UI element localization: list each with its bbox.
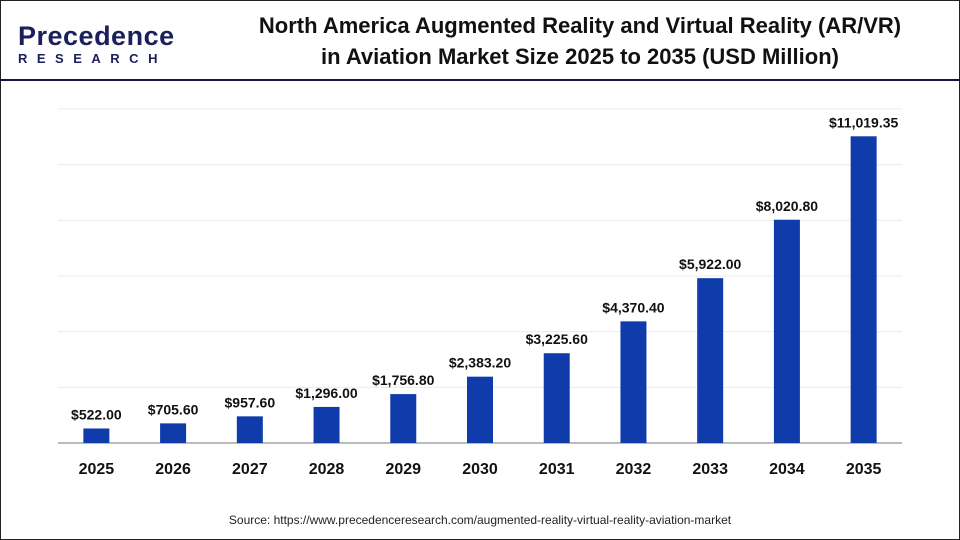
x-tick-label: 2025: [79, 461, 115, 478]
x-tick-label: 2035: [846, 461, 882, 478]
data-label: $1,756.80: [372, 372, 434, 388]
bar: [160, 423, 187, 443]
bar: [313, 406, 340, 443]
bar: [850, 136, 877, 444]
data-label: $11,019.35: [829, 114, 899, 130]
x-tick-label: 2034: [769, 461, 805, 478]
x-tick-label: 2026: [155, 461, 191, 478]
logo-subtitle: RESEARCH: [18, 51, 167, 66]
chart-title: North America Augmented Reality and Virt…: [258, 13, 902, 69]
data-label: $4,370.40: [602, 299, 664, 315]
x-tick-label: 2029: [385, 461, 421, 478]
data-label: $5,922.00: [679, 256, 741, 272]
logo-wordmark: Precedence: [18, 21, 175, 51]
bar: [467, 376, 493, 443]
source-note: Source: https://www.precedenceresearch.c…: [228, 513, 732, 527]
bar: [773, 219, 800, 443]
bar: [390, 394, 417, 443]
data-label: $2,383.20: [449, 355, 511, 371]
x-tick-label: 2027: [232, 461, 268, 478]
x-tick-label: 2031: [539, 461, 575, 478]
x-tick-label: 2030: [462, 461, 498, 478]
data-label: $957.60: [225, 394, 276, 410]
header-divider: [0, 79, 960, 81]
data-label: $1,296.00: [295, 385, 357, 401]
logo: Precedence RESEARCH: [18, 22, 175, 66]
data-label: $8,020.80: [756, 198, 818, 214]
bar: [236, 416, 263, 443]
x-tick-label: 2033: [692, 461, 728, 478]
data-label: $522.00: [71, 406, 122, 422]
x-tick-label: 2028: [309, 461, 345, 478]
data-label: $705.60: [148, 401, 199, 417]
bar: [543, 353, 570, 443]
x-tick-label: 2032: [616, 461, 652, 478]
bar: [697, 278, 724, 443]
bar: [83, 428, 110, 443]
bar: [620, 321, 647, 443]
data-label: $3,225.60: [526, 331, 588, 347]
